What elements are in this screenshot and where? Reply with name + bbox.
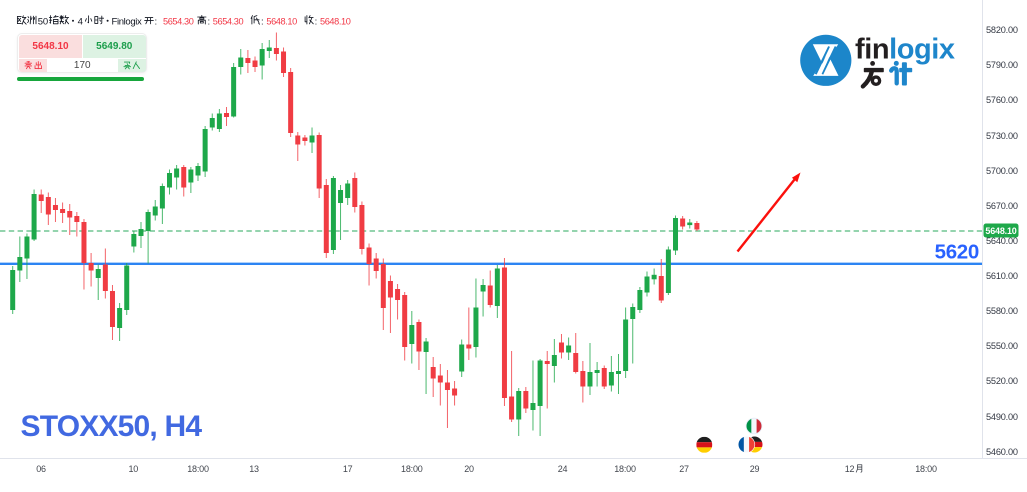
svg-text:4: 4 <box>78 17 83 28</box>
svg-text:50: 50 <box>38 17 48 28</box>
svg-text:5648.10: 5648.10 <box>266 17 297 27</box>
svg-text:STOXX50, H4: STOXX50, H4 <box>21 410 203 443</box>
svg-text::: : <box>208 17 210 28</box>
svg-text:5648.10: 5648.10 <box>985 226 1016 236</box>
svg-text:5654.30: 5654.30 <box>163 17 194 27</box>
svg-text::: : <box>261 17 263 28</box>
svg-text:finlogix: finlogix <box>855 34 955 66</box>
svg-text::: : <box>315 17 317 28</box>
svg-text:5654.30: 5654.30 <box>213 17 244 27</box>
svg-text:Finlogix: Finlogix <box>112 17 143 28</box>
svg-text:5620: 5620 <box>935 241 979 264</box>
svg-text:5648.10: 5648.10 <box>320 17 351 27</box>
svg-text::: : <box>155 17 157 28</box>
